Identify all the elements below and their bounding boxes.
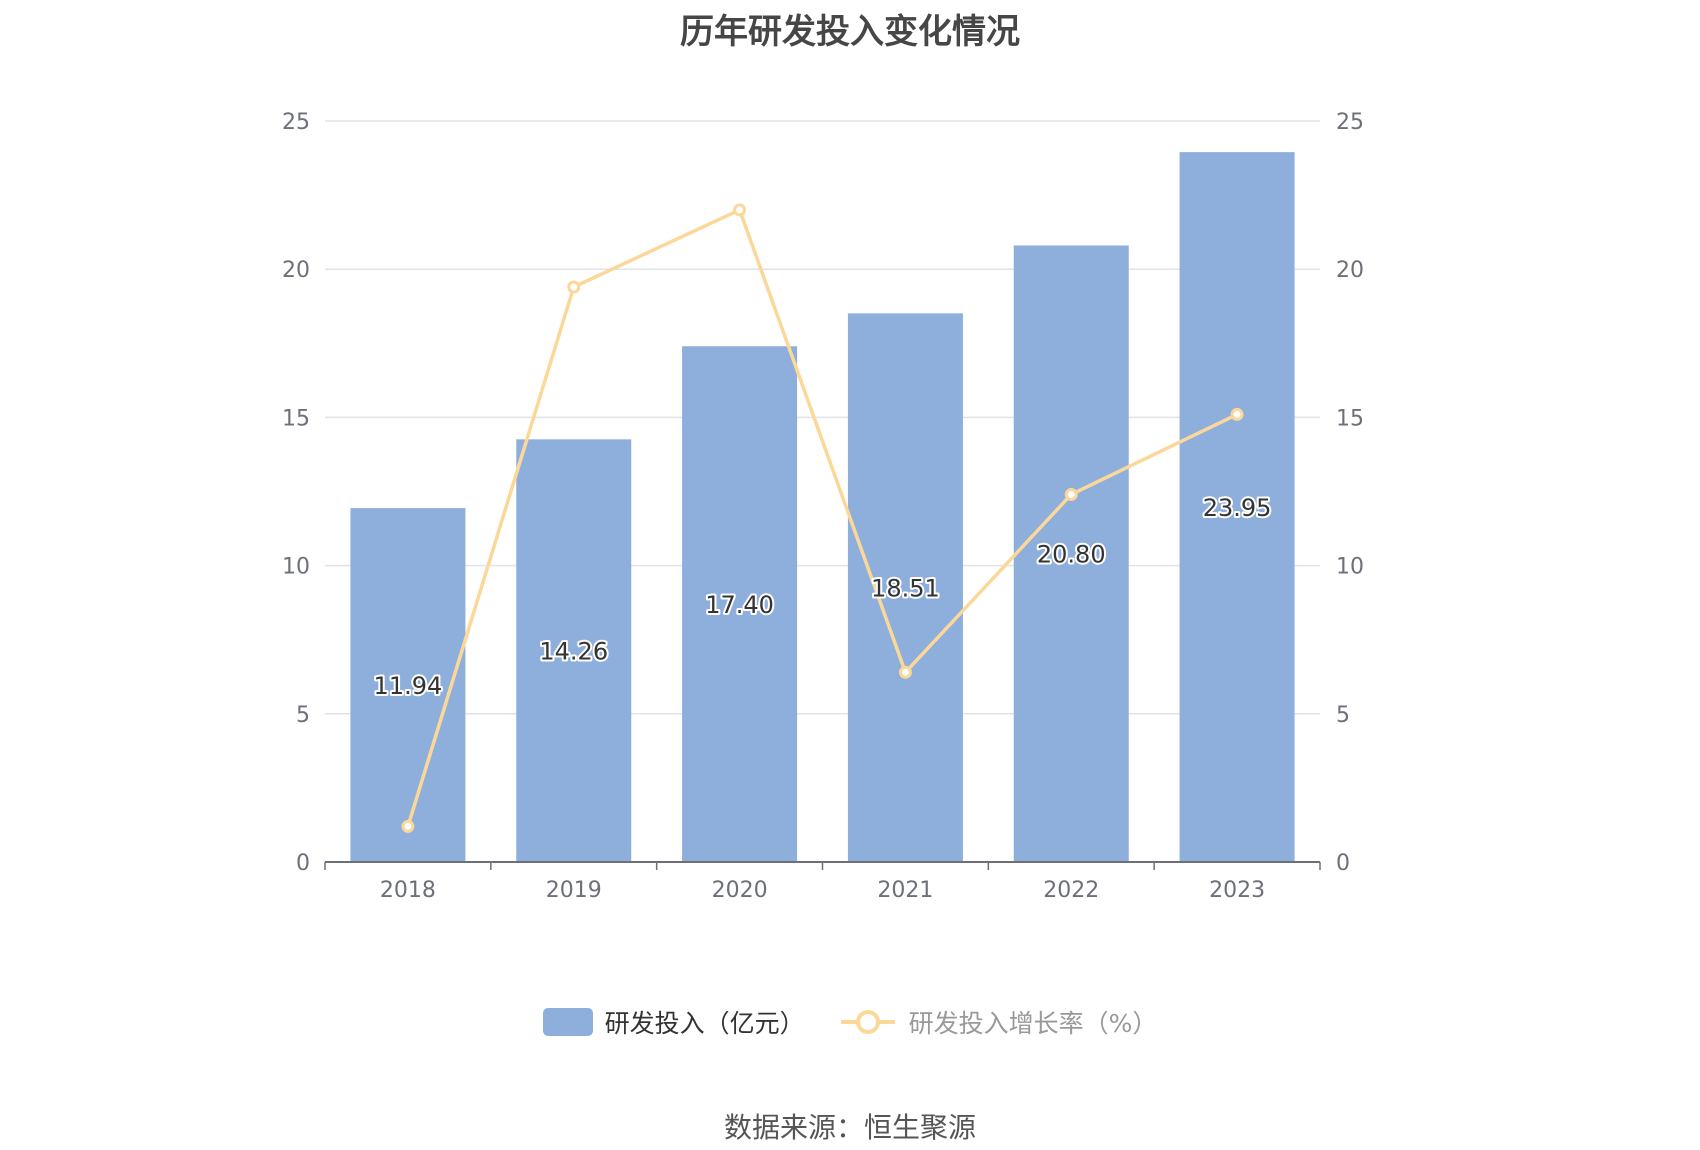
line-point [1064, 487, 1078, 501]
y-right-tick-label: 20 [1336, 258, 1364, 283]
line-point [567, 280, 581, 294]
legend-item-bar[interactable]: 研发投入（亿元） [542, 1004, 805, 1040]
bar-value-label: 11.94 [374, 672, 443, 700]
legend-bar-swatch [542, 1008, 593, 1036]
bar [1013, 245, 1129, 862]
bar-value-label: 14.26 [539, 638, 608, 666]
bar [847, 313, 963, 862]
y-left-tick-label: 15 [282, 406, 310, 431]
line-point [1230, 407, 1244, 421]
line-series [401, 203, 1244, 833]
y-right-tick-label: 25 [1336, 110, 1364, 135]
x-tick-label: 2020 [712, 878, 768, 903]
y-right-tick-label: 0 [1336, 851, 1350, 876]
x-tick-label: 2018 [380, 878, 436, 903]
y-left-tick-label: 25 [282, 110, 310, 135]
y-left-tick-label: 10 [282, 555, 310, 580]
bar [516, 439, 632, 862]
line-point [733, 203, 747, 217]
x-tick-label: 2022 [1043, 878, 1099, 903]
line-point [898, 665, 912, 679]
y-right-tick-label: 15 [1336, 406, 1364, 431]
legend-item-line[interactable]: 研发投入增长率（%） [839, 1004, 1158, 1040]
line-point [401, 819, 415, 833]
x-tick-label: 2021 [877, 878, 933, 903]
bar [350, 508, 466, 862]
bar-value-label: 17.40 [705, 591, 774, 619]
data-labels: 11.94 14.26 17.40 18.51 20.80 23.95 [372, 492, 1274, 702]
bar-value-label: 20.80 [1037, 541, 1106, 569]
y-left-tick-label: 5 [296, 703, 310, 728]
legend-label: 研发投入（亿元） [604, 1009, 805, 1038]
grid-lines [325, 120, 1320, 715]
chart-title: 历年研发投入变化情况 [680, 12, 1020, 52]
y-left-tick-label: 20 [282, 258, 310, 283]
legend-line-swatch [840, 1010, 895, 1034]
y-right-tick-label: 10 [1336, 555, 1364, 580]
bar-series [350, 152, 1295, 862]
x-tick-label: 2023 [1209, 878, 1265, 903]
bar [682, 346, 798, 862]
bar-value-label: 23.95 [1203, 494, 1272, 522]
x-tick-label: 2019 [546, 878, 602, 903]
data-source: 数据来源：恒生聚源 [723, 1111, 976, 1144]
legend-label: 研发投入增长率（%） [908, 1009, 1158, 1038]
y-left-tick-label: 0 [296, 851, 310, 876]
legend: 研发投入（亿元） 研发投入增长率（%） [0, 1004, 1700, 1040]
bar-value-label: 18.51 [871, 575, 940, 603]
y-right-tick-label: 5 [1336, 703, 1350, 728]
growth-line [406, 207, 1238, 827]
bar [1179, 152, 1295, 862]
